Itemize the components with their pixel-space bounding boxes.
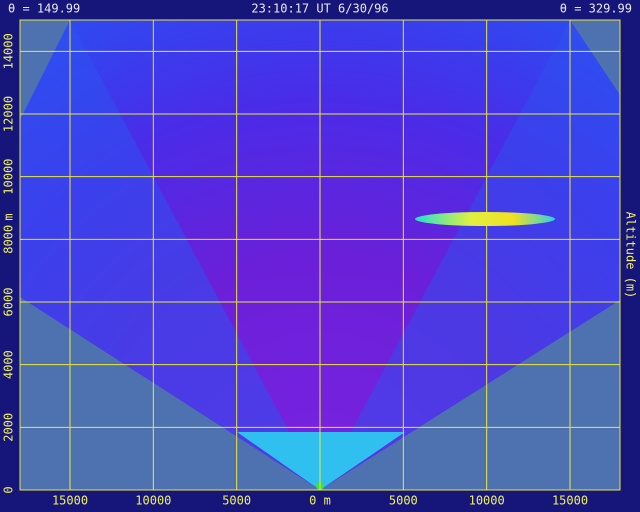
left-title: θ = 149.99 [8,2,80,16]
right-title: θ = 329.99 [560,2,632,16]
y-tick-label: 6000 [2,288,16,317]
x-tick-label: 15000 [52,494,88,508]
x-tick-label: 10000 [469,494,505,508]
cloud-echo [415,212,555,226]
x-tick-label: 5000 [222,494,251,508]
y-tick-label: 2000 [2,413,16,442]
y-tick-label: 4000 [2,350,16,379]
x-tick-label: 0 m [309,494,331,508]
x-tick-label: 15000 [552,494,588,508]
near-field [237,432,405,490]
y-tick-label: 14000 [2,33,16,69]
x-tick-label: 10000 [135,494,171,508]
y-tick-label: 0 [2,486,16,493]
y-unit: m [2,213,16,220]
plot-frame [19,19,621,491]
scan-edge [320,20,620,490]
scan-edge [20,20,320,490]
y-tick-label: 12000 [2,96,16,132]
center-title: 23:10:17 UT 6/30/96 [251,2,388,16]
y-tick-label: 10000 [2,159,16,195]
y-tick-label: 8000 [2,225,16,254]
x-tick-label: 5000 [389,494,418,508]
y2-label: Altitude (m) [624,212,638,299]
